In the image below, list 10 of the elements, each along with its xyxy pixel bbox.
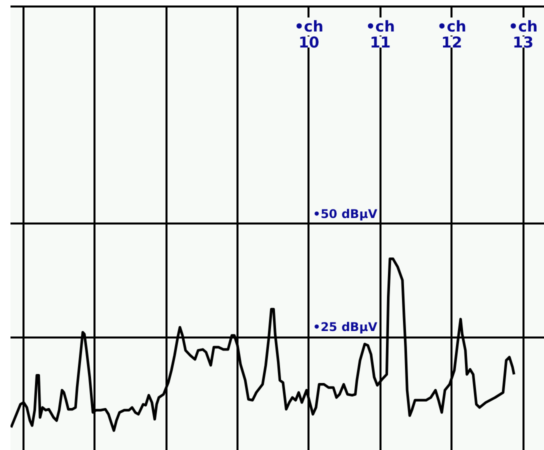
text: •ch bbox=[508, 18, 538, 36]
y-tick-label: •50 dBμV bbox=[312, 206, 378, 221]
x-tick-label: 10 bbox=[298, 34, 320, 52]
text: •ch bbox=[437, 18, 466, 36]
x-tick-label: 13 bbox=[512, 34, 534, 52]
x-tick-label: 12 bbox=[441, 34, 462, 52]
x-tick-label: 11 bbox=[370, 34, 391, 52]
y-tick-label: •25 dBμV bbox=[312, 320, 378, 334]
x-axis-title: •ch bbox=[294, 18, 324, 36]
text: •ch bbox=[366, 18, 395, 36]
